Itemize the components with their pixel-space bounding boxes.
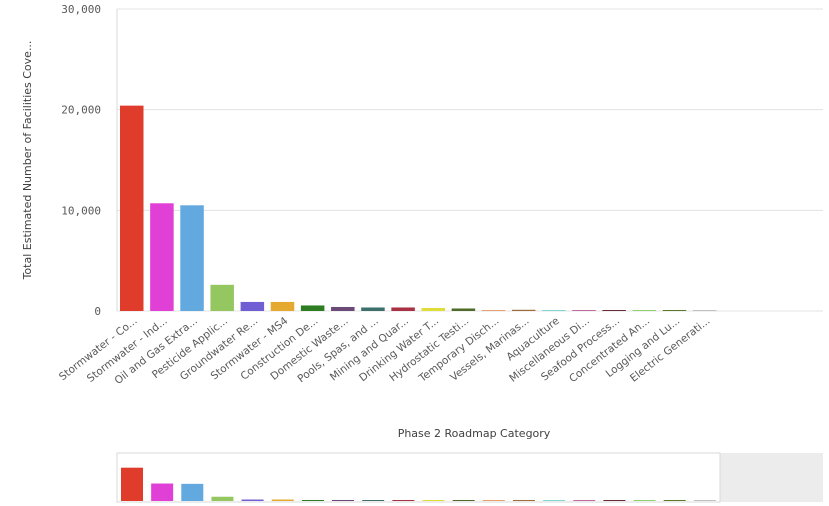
navigator-mini-bar	[392, 500, 415, 501]
navigator-mini-bar	[573, 500, 596, 501]
bar[interactable]	[511, 309, 536, 311]
navigator-mini-bar	[512, 500, 535, 501]
gridlines	[117, 8, 823, 312]
chart-navigator[interactable]	[116, 452, 823, 503]
navigator-mini-bar	[121, 467, 143, 501]
navigator-mini-bar	[543, 500, 566, 501]
bar[interactable]	[662, 310, 687, 311]
y-tick-label: 30,000	[61, 3, 101, 16]
navigator-mini-bar	[271, 499, 294, 501]
navigator-mini-bar	[301, 500, 324, 501]
navigator-mini-bar	[181, 483, 204, 501]
bar[interactable]	[361, 307, 385, 311]
bar[interactable]	[300, 305, 325, 311]
navigator-mini-bar	[362, 500, 385, 501]
bars[interactable]	[120, 105, 717, 311]
navigator-mini-bar	[422, 500, 445, 501]
navigator-mini-bar	[241, 499, 264, 501]
navigator-mini-bar	[332, 500, 355, 501]
bar[interactable]	[632, 310, 657, 311]
navigator-mini-bar	[482, 500, 505, 501]
bar[interactable]	[481, 309, 506, 311]
bar[interactable]	[270, 301, 295, 311]
bar[interactable]	[451, 308, 476, 311]
navigator-mini-bar	[452, 500, 475, 501]
y-tick-label: 20,000	[61, 104, 101, 117]
navigator-mini-bar	[603, 500, 626, 501]
y-axis-title: Total Estimated Number of Facilities Cov…	[21, 41, 34, 281]
x-axis-title: Phase 2 Roadmap Category	[398, 427, 551, 440]
bar[interactable]	[180, 205, 204, 311]
bar[interactable]	[542, 310, 566, 311]
navigator-window[interactable]	[116, 452, 721, 503]
navigator-mini-bars	[121, 467, 716, 501]
bar[interactable]	[210, 284, 234, 311]
category-labels: Stormwater - Co...Stormwater - Ind...Oil…	[57, 315, 713, 387]
bar[interactable]	[240, 301, 265, 311]
bar[interactable]	[120, 105, 144, 311]
bar[interactable]	[150, 203, 174, 311]
bar[interactable]	[421, 307, 446, 311]
navigator-mini-bar	[633, 500, 656, 501]
navigator-mini-bar	[211, 496, 234, 501]
bar[interactable]	[602, 310, 626, 311]
navigator-mini-bar	[151, 483, 174, 501]
y-tick-label: 0	[94, 305, 101, 318]
bar[interactable]	[692, 310, 717, 311]
bar[interactable]	[572, 310, 596, 311]
navigator-mini-bar	[693, 500, 716, 501]
y-tick-label: 10,000	[61, 204, 101, 217]
navigator-mini-bar	[663, 500, 686, 501]
y-tick-labels: 0 10,000 20,000 30,000	[61, 3, 101, 318]
bar[interactable]	[331, 306, 355, 311]
bar[interactable]	[391, 307, 415, 311]
